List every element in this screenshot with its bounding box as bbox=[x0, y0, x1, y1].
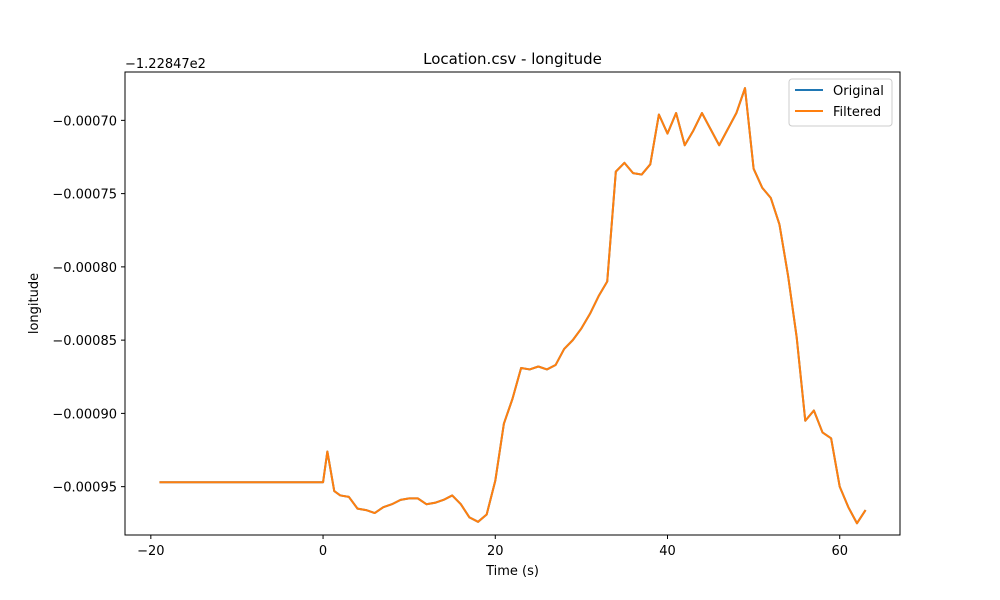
legend-label-filtered: Filtered bbox=[833, 105, 881, 120]
y-tick-label: −0.00085 bbox=[52, 334, 117, 349]
plot-frame bbox=[124, 71, 901, 536]
plot-background bbox=[125, 72, 900, 535]
y-axis-offset-text: −1.22847e2 bbox=[125, 57, 206, 72]
chart-title: Location.csv - longitude bbox=[423, 50, 602, 68]
legend: Original Filtered bbox=[788, 78, 893, 127]
y-tick-label: −0.00095 bbox=[52, 481, 117, 496]
y-tick-label: −0.00080 bbox=[52, 261, 117, 276]
y-tick-label: −0.00090 bbox=[52, 407, 117, 422]
x-tick-label: 20 bbox=[487, 544, 504, 559]
y-axis-label: longitude bbox=[27, 273, 42, 334]
x-axis-label: Time (s) bbox=[485, 564, 539, 579]
x-tick-label: 60 bbox=[831, 544, 848, 559]
legend-label-original: Original bbox=[833, 84, 884, 99]
series-layer bbox=[159, 87, 867, 525]
y-tick-label: −0.00075 bbox=[52, 188, 117, 203]
x-tick-label: 0 bbox=[319, 544, 327, 559]
plot-area: −20 0 20 40 60 −0.00095−0.00090−0.00085−0.00… bbox=[52, 71, 901, 559]
y-axis-ticks: −0.00095 −0.00090 −0.00085 −0.00080 −0.00075… bbox=[52, 114, 125, 496]
x-tick-label: 40 bbox=[659, 544, 676, 559]
x-tick-label: −20 bbox=[137, 544, 164, 559]
series-line-filtered bbox=[159, 87, 867, 525]
y-tick-label: −0.00070 bbox=[52, 114, 117, 129]
x-axis-ticks: −20 0 20 40 60 bbox=[137, 535, 848, 559]
